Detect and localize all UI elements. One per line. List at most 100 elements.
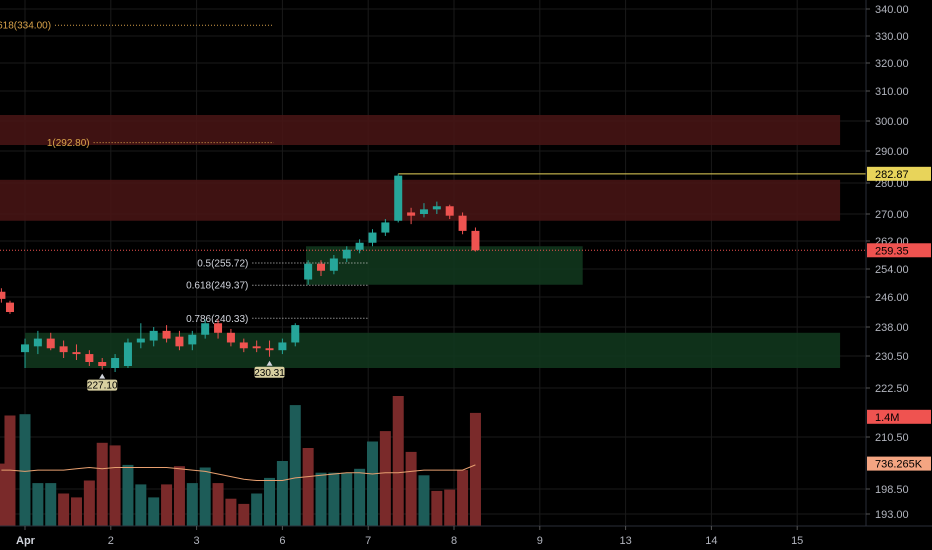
volume-ma-line bbox=[1, 464, 476, 481]
candle-body bbox=[5, 302, 14, 312]
y-tick-label: 210.50 bbox=[875, 432, 909, 444]
candle-body bbox=[85, 354, 94, 362]
candle-body bbox=[162, 330, 171, 339]
y-tick-label: 330.00 bbox=[875, 31, 909, 43]
volume-bar bbox=[289, 405, 301, 526]
candle-body bbox=[432, 206, 441, 210]
volume-bar bbox=[4, 415, 16, 526]
x-tick-label: 2 bbox=[108, 535, 114, 547]
volume-bar bbox=[405, 451, 417, 526]
fib-level-label: 0.618(249.37) bbox=[186, 281, 248, 292]
x-tick-label: 14 bbox=[705, 535, 717, 547]
volume-bar bbox=[469, 412, 481, 526]
fib-level-label: 1(292.80) bbox=[47, 138, 90, 149]
volume-bar bbox=[109, 445, 121, 526]
candle-body bbox=[21, 344, 29, 353]
time-axis[interactable] bbox=[0, 526, 932, 550]
x-tick-label: Apr bbox=[16, 535, 36, 547]
candle-body bbox=[458, 215, 467, 231]
candle-body bbox=[72, 352, 81, 355]
volume-bar bbox=[148, 497, 160, 526]
volume-bar bbox=[392, 396, 404, 526]
fib-level-label: 1.618(334.00) bbox=[0, 21, 51, 32]
price-tag-last bbox=[867, 243, 931, 258]
volume-bar bbox=[32, 483, 44, 526]
volume-bar bbox=[19, 414, 31, 526]
candle-body bbox=[419, 209, 428, 214]
volume-bar bbox=[173, 466, 185, 526]
fib-level-label: 0.786(240.33) bbox=[186, 314, 248, 325]
candle-body bbox=[136, 338, 145, 343]
candle-body bbox=[98, 362, 107, 366]
resistance-zone bbox=[0, 115, 841, 145]
fib-level-label: 0.5(255.72) bbox=[197, 258, 248, 269]
volume-bar bbox=[341, 472, 353, 526]
volume-bar bbox=[96, 442, 108, 526]
candle-body bbox=[239, 342, 248, 349]
candle-body bbox=[175, 336, 184, 347]
volume-bar bbox=[212, 483, 224, 526]
resistance-zone bbox=[0, 179, 841, 221]
volume-bar bbox=[199, 467, 211, 526]
candle-body bbox=[291, 325, 300, 343]
volume-tag-vol bbox=[867, 409, 931, 424]
candle-body bbox=[226, 332, 235, 343]
candle-body bbox=[278, 342, 287, 351]
y-tick-label: 280.00 bbox=[875, 178, 909, 190]
candle-body bbox=[317, 263, 326, 271]
volume-bar bbox=[354, 468, 366, 526]
low-marker-box bbox=[87, 379, 118, 391]
volume-bar bbox=[457, 470, 469, 526]
x-tick-label: 7 bbox=[365, 535, 371, 547]
y-tick-label: 290.00 bbox=[875, 146, 909, 158]
volume-bar bbox=[238, 503, 250, 526]
volume-bar bbox=[45, 483, 57, 526]
volume-bar bbox=[58, 493, 70, 526]
volume-bar bbox=[418, 475, 430, 526]
support-zone bbox=[25, 332, 841, 368]
candle-body bbox=[188, 334, 197, 345]
volume-bar bbox=[225, 498, 237, 526]
candle-body bbox=[342, 249, 351, 259]
low-marker-label: 227.10 bbox=[87, 381, 118, 392]
low-marker-arrow bbox=[99, 373, 106, 379]
candle-body bbox=[252, 346, 261, 349]
y-tick-label: 270.00 bbox=[875, 209, 909, 221]
candle-body bbox=[355, 242, 364, 250]
y-tick-label: 340.00 bbox=[875, 4, 909, 16]
volume-bar bbox=[161, 484, 173, 526]
candle-body bbox=[407, 212, 416, 216]
low-marker-label: 230.31 bbox=[254, 368, 285, 379]
price-tag-label: 282.87 bbox=[875, 169, 909, 181]
candle-body bbox=[394, 175, 403, 221]
candle-body bbox=[304, 263, 313, 280]
volume-tag-label: 1.4M bbox=[875, 412, 899, 424]
volume-bar bbox=[276, 461, 288, 526]
volume-bar bbox=[328, 472, 340, 526]
candle-body bbox=[381, 222, 390, 233]
candle-body bbox=[111, 358, 120, 368]
volume-bar bbox=[70, 497, 82, 526]
x-tick-label: 8 bbox=[451, 535, 457, 547]
candle-body bbox=[59, 346, 68, 353]
volume-tag-ma bbox=[867, 456, 931, 471]
volume-bar bbox=[302, 448, 314, 526]
volume-bar bbox=[186, 483, 198, 526]
candle-body bbox=[149, 330, 158, 341]
y-tick-label: 300.00 bbox=[875, 116, 909, 128]
candle-body bbox=[368, 232, 377, 243]
candle-body bbox=[33, 338, 42, 347]
volume-bar bbox=[135, 484, 147, 526]
volume-bar bbox=[264, 477, 276, 526]
y-tick-label: 193.00 bbox=[875, 509, 909, 521]
y-tick-label: 320.00 bbox=[875, 58, 909, 70]
y-tick-label: 246.00 bbox=[875, 292, 909, 304]
volume-bar bbox=[251, 493, 263, 526]
candle-body bbox=[46, 338, 55, 349]
candle-body bbox=[201, 323, 210, 335]
y-tick-label: 238.00 bbox=[875, 322, 909, 334]
x-tick-label: 15 bbox=[791, 535, 803, 547]
low-marker-box bbox=[254, 366, 285, 378]
